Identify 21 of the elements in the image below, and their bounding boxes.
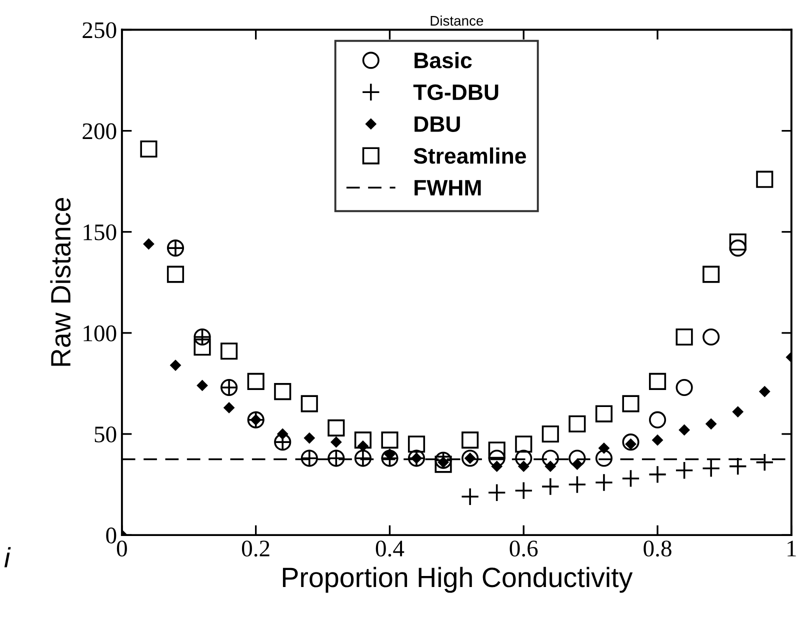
y-tick-label: 0: [106, 528, 116, 544]
text: i: [4, 547, 11, 568]
y-tick-label: 250: [82, 22, 116, 38]
x-tick-label: 1: [788, 540, 796, 556]
legend-label: TG-DBU: [413, 84, 498, 100]
y-tick-label: 150: [84, 224, 116, 240]
x-tick-label: 0.4: [376, 540, 404, 557]
legend-label: DBU: [414, 116, 460, 132]
y-tick-label: 50: [94, 426, 116, 442]
y-axis-title: Raw Distance: [50, 198, 71, 366]
y-tick-label: 200: [82, 123, 116, 140]
legend-label: FWHM: [414, 180, 481, 196]
y-tick-label: 100: [84, 325, 116, 342]
x-tick-label: 0: [116, 540, 127, 557]
x-tick-label: 0.2: [242, 540, 270, 557]
x-axis-title: Proportion High Conductivity: [282, 566, 633, 593]
x-tick-label: 0.8: [644, 540, 672, 557]
legend-label: Basic: [414, 52, 472, 68]
legend-label: Streamline: [414, 147, 526, 164]
chart-title: Distance: [430, 16, 484, 26]
x-tick-label: 0.6: [510, 540, 538, 557]
